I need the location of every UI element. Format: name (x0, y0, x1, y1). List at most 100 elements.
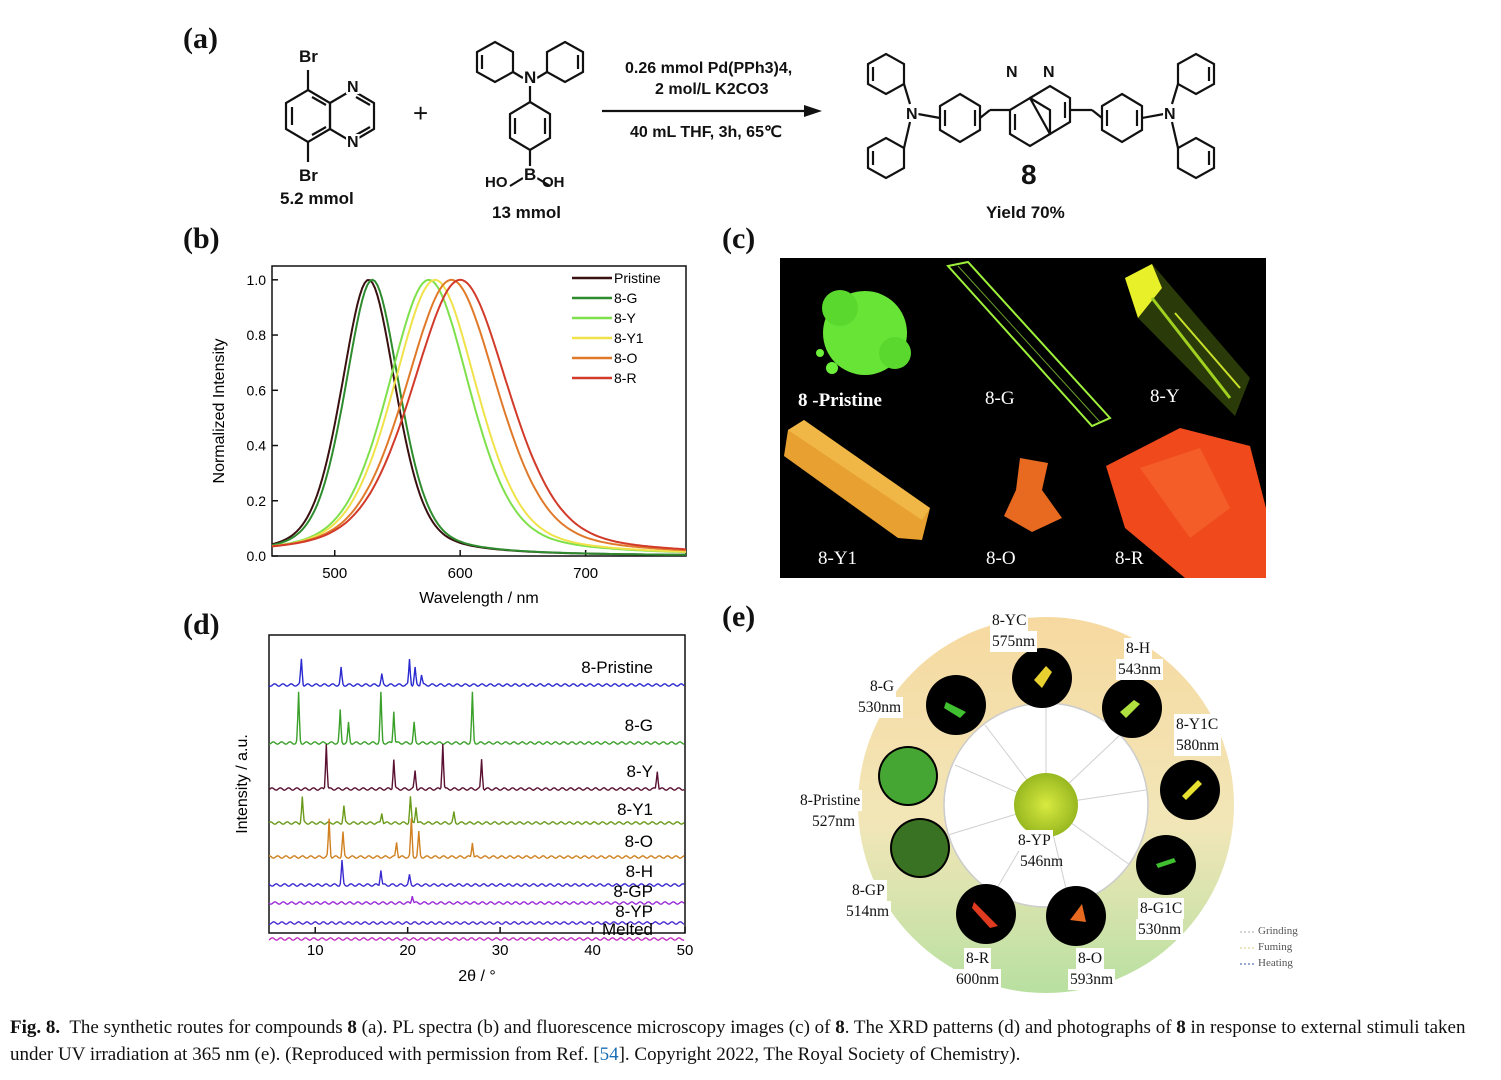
caption-bold: 8 (835, 1017, 845, 1038)
caption-bold: 8 (1176, 1017, 1186, 1038)
center-name: 8-YP (1016, 830, 1053, 851)
state-name-8gp: 8-GP (850, 880, 887, 901)
state-wl-8r: 600nm (954, 969, 1002, 990)
xrd-pattern-8-Y1 (268, 796, 685, 826)
panel-label-a: (a) (183, 22, 218, 55)
y-tick-label: 0.2 (247, 493, 267, 509)
panel-label-e: (e) (722, 600, 756, 633)
caption-fig-label: Fig. 8. (10, 1017, 61, 1038)
state-wl-8yc: 575nm (990, 631, 1038, 652)
y-axis-label: Intensity / a.u. (234, 734, 251, 834)
panel-label-c: (c) (722, 222, 756, 255)
conditions-base: 2 mol/L K2CO3 (655, 81, 769, 98)
series-label: 8-YP (615, 902, 653, 921)
hydroxyl-label: OH (542, 174, 565, 191)
figure-caption: Fig. 8. The synthetic routes for compoun… (10, 1014, 1490, 1068)
pl-spectra-chart: 500 600 700 0.0 0.2 0.4 0.6 0.8 1.0 Wavelength / … (211, 265, 687, 607)
y-tick-label: 0.4 (247, 438, 267, 454)
x-tick-label: 30 (492, 942, 509, 959)
xrd-pattern-8-Pristine (268, 658, 685, 688)
reference-link[interactable]: 54 (599, 1044, 619, 1065)
x-axis-label: Wavelength / nm (419, 590, 538, 607)
center-sample (1014, 773, 1078, 837)
xrd-pattern-8-GP (268, 896, 685, 905)
legend-label: Pristine (614, 270, 661, 286)
atom-br: Br (299, 47, 318, 66)
atom-n: N (347, 79, 359, 96)
product-yield: Yield 70% (986, 203, 1065, 222)
hydroxyl-label: HO (485, 174, 508, 191)
atom-n: N (347, 134, 359, 151)
crystal-8r (1106, 428, 1266, 578)
state-name-8g1c: 8-G1C (1138, 898, 1185, 919)
x-tick-label: 50 (677, 942, 694, 959)
x-tick-label: 10 (307, 942, 324, 959)
reactant2-amount: 13 mmol (492, 203, 561, 222)
caption-bold: 8 (347, 1017, 357, 1038)
state-name-8o: 8-O (1076, 948, 1105, 969)
reaction-scheme: Br Br N N N B HO OH + 5.2 mmol 13 mmol 0… (280, 40, 1216, 222)
state-wl-8pristine: 527nm (810, 811, 858, 832)
atom-b: B (524, 165, 536, 184)
caption-text: . The XRD patterns (d) and photographs o… (844, 1017, 1177, 1038)
legend-label: 8-G (614, 290, 637, 306)
state-name-8r: 8-R (964, 948, 992, 969)
x-tick-label: 700 (573, 565, 598, 582)
atom-n: N (1164, 106, 1176, 123)
xrd-chart: 10 20 30 40 50 2θ / ° Intensity / a.u. 8-Pristi… (234, 634, 694, 985)
plus-sign: + (413, 98, 428, 128)
conditions-solvent: 40 mL THF, 3h, 65℃ (630, 124, 782, 141)
photo-label-pristine: 8 -Pristine (798, 390, 882, 411)
xrd-pattern-8-O (268, 818, 685, 859)
y-tick-label: 0.0 (247, 548, 267, 564)
series-label: 8-Y (627, 762, 653, 781)
x-tick-label: 40 (584, 942, 601, 959)
xrd-pattern-8-YP (268, 921, 685, 925)
legend-label: 8-Y1 (614, 330, 644, 346)
atom-n: N (1043, 64, 1055, 81)
atom-n: N (906, 106, 918, 123)
x-tick-label: 20 (399, 942, 416, 959)
state-name-8h: 8-H (1124, 638, 1153, 659)
legend-grinding: Grinding (1258, 925, 1298, 937)
caption-text: in response to external stimuli taken un… (10, 1017, 1466, 1065)
series-label: 8-GP (613, 882, 653, 901)
y-tick-label: 0.6 (247, 382, 267, 398)
photo-label-8o: 8-O (986, 548, 1016, 569)
fluorescence-photos: 8 -Pristine 8-G 8-Y 8-Y1 8-O 8-R (780, 258, 1266, 578)
x-tick-label: 500 (322, 565, 347, 582)
caption-text: The synthetic routes for compounds (69, 1017, 348, 1038)
crystal-8o (1004, 458, 1062, 532)
atom-br: Br (299, 166, 318, 185)
state-name-8g: 8-G (868, 676, 897, 697)
panel-label-d: (d) (183, 608, 220, 641)
series-line-8-Y1 (271, 278, 687, 553)
photo-label-8g: 8-G (985, 388, 1015, 409)
series-label: 8-G (625, 716, 653, 735)
photo-label-8r: 8-R (1115, 548, 1144, 569)
atom-n: N (524, 68, 536, 87)
center-wavelength: 546nm (1020, 853, 1064, 870)
xrd-pattern-8-H (268, 859, 685, 887)
state-name-8pristine: 8-Pristine (798, 790, 863, 811)
crystal-8y (1125, 264, 1250, 416)
legend-label: 8-O (614, 350, 637, 366)
series-label: 8-Y1 (617, 800, 653, 819)
state-wl-8y1c: 580nm (1174, 735, 1222, 756)
legend-heating: Heating (1258, 957, 1293, 969)
panel-label-b: (b) (183, 222, 220, 255)
state-wl-8h: 543nm (1116, 659, 1164, 680)
y-tick-label: 1.0 (247, 272, 267, 288)
plot-frame (271, 265, 687, 557)
product-number: 8 (1021, 159, 1037, 190)
y-tick-label: 0.8 (247, 327, 267, 343)
caption-text: ]. Copyright 2022, The Royal Society of … (618, 1044, 1021, 1065)
caption-text: (a). PL spectra (b) and fluorescence mic… (356, 1017, 836, 1038)
series-line-8-O (271, 278, 687, 552)
xrd-pattern-8-G (268, 691, 685, 745)
series-line-8-R (271, 278, 687, 551)
state-wl-8gp: 514nm (844, 901, 892, 922)
legend-label: 8-Y (614, 310, 636, 326)
state-wl-8o: 593nm (1068, 969, 1116, 990)
state-wl-8g: 530nm (856, 697, 904, 718)
